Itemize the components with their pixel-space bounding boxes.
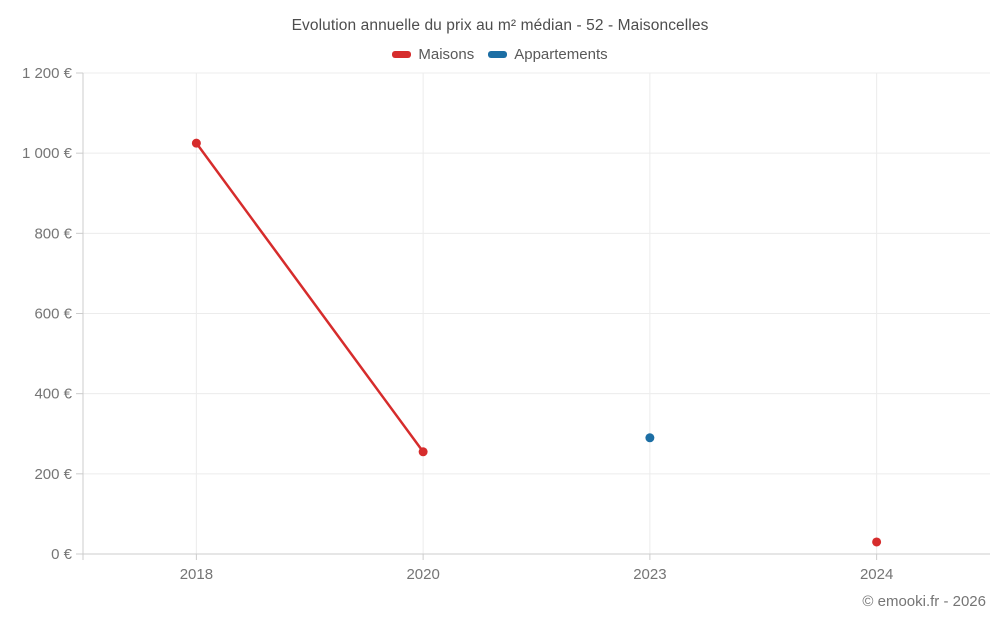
- y-tick-label: 800 €: [34, 225, 72, 242]
- data-point-maisons-2020[interactable]: [418, 447, 428, 457]
- x-tick-label: 2018: [180, 566, 213, 583]
- data-point-maisons-2024[interactable]: [872, 537, 882, 547]
- y-tick-label: 0 €: [51, 546, 73, 563]
- y-tick-label: 1 200 €: [22, 65, 73, 82]
- legend-label-appartements: Appartements: [514, 46, 608, 63]
- legend-item-maisons[interactable]: Maisons: [392, 46, 474, 63]
- y-tick-label: 600 €: [34, 306, 72, 323]
- y-tick-label: 200 €: [34, 466, 72, 483]
- x-tick-label: 2024: [860, 566, 893, 583]
- legend-label-maisons: Maisons: [418, 46, 475, 63]
- chart-title: Evolution annuelle du prix au m² médian …: [291, 17, 709, 34]
- legend-swatch-appartements: [488, 51, 508, 58]
- legend-swatch-maisons: [392, 51, 412, 58]
- legend-item-appartements[interactable]: Appartements: [488, 46, 608, 63]
- x-tick-label: 2023: [633, 566, 666, 583]
- chart-legend: Maisons Appartements: [0, 46, 1000, 63]
- y-tick-label: 400 €: [34, 386, 72, 403]
- x-tick-label: 2020: [406, 566, 439, 583]
- data-point-maisons-2018[interactable]: [191, 138, 201, 148]
- data-point-appartements-2023[interactable]: [645, 433, 655, 443]
- series-line-maisons: [195, 141, 425, 454]
- y-tick-label: 1 000 €: [22, 145, 73, 162]
- attribution-text: © emooki.fr - 2026: [862, 593, 986, 610]
